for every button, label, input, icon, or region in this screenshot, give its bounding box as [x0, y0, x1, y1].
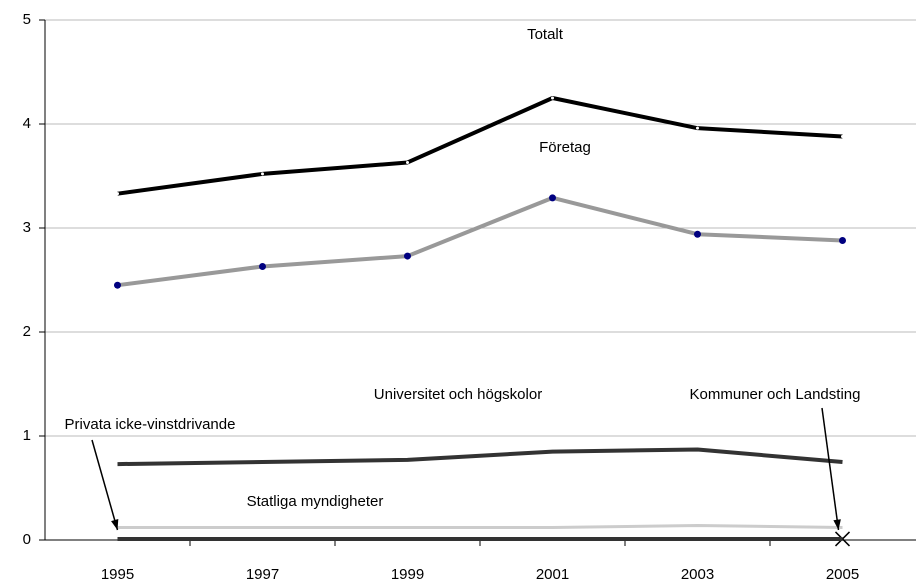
- y-tick-label: 0: [23, 531, 31, 548]
- series-line: [117, 195, 843, 288]
- point: [114, 281, 121, 289]
- x-tick-label: 1997: [246, 566, 279, 583]
- series-label: Totalt: [527, 26, 564, 43]
- point: [116, 192, 119, 196]
- series-label: Statliga myndigheter: [247, 493, 384, 510]
- arrow-head: [833, 519, 841, 530]
- arrow-head: [111, 519, 119, 530]
- point: [841, 134, 844, 138]
- x-tick-label: 1995: [101, 566, 134, 583]
- y-tick-label: 5: [23, 11, 31, 28]
- series-line: [117, 447, 843, 467]
- point: [694, 230, 701, 238]
- series-label: Kommuner och Landsting: [690, 386, 861, 403]
- point: [696, 126, 699, 130]
- y-tick-label: 4: [23, 115, 31, 132]
- arrow: [91, 439, 119, 531]
- y-tick-label: 2: [23, 323, 31, 340]
- series-label: Universitet och högskolor: [374, 386, 542, 403]
- series-label: Privata icke-vinstdrivande: [65, 416, 236, 433]
- point: [549, 194, 556, 202]
- point: [259, 262, 266, 270]
- point: [839, 236, 846, 244]
- x-tick-label: 2003: [681, 566, 714, 583]
- y-tick-label: 3: [23, 219, 31, 236]
- point: [261, 172, 264, 176]
- point: [404, 252, 411, 260]
- point: [406, 160, 409, 164]
- y-tick-label: 1: [23, 427, 31, 444]
- series-label: Företag: [539, 139, 591, 156]
- x-tick-label: 2005: [826, 566, 859, 583]
- series-line: [117, 523, 843, 530]
- point: [551, 96, 554, 100]
- x-tick-label: 2001: [536, 566, 569, 583]
- arrow: [821, 407, 840, 531]
- series-line: [117, 96, 843, 196]
- x-tick-label: 1999: [391, 566, 424, 583]
